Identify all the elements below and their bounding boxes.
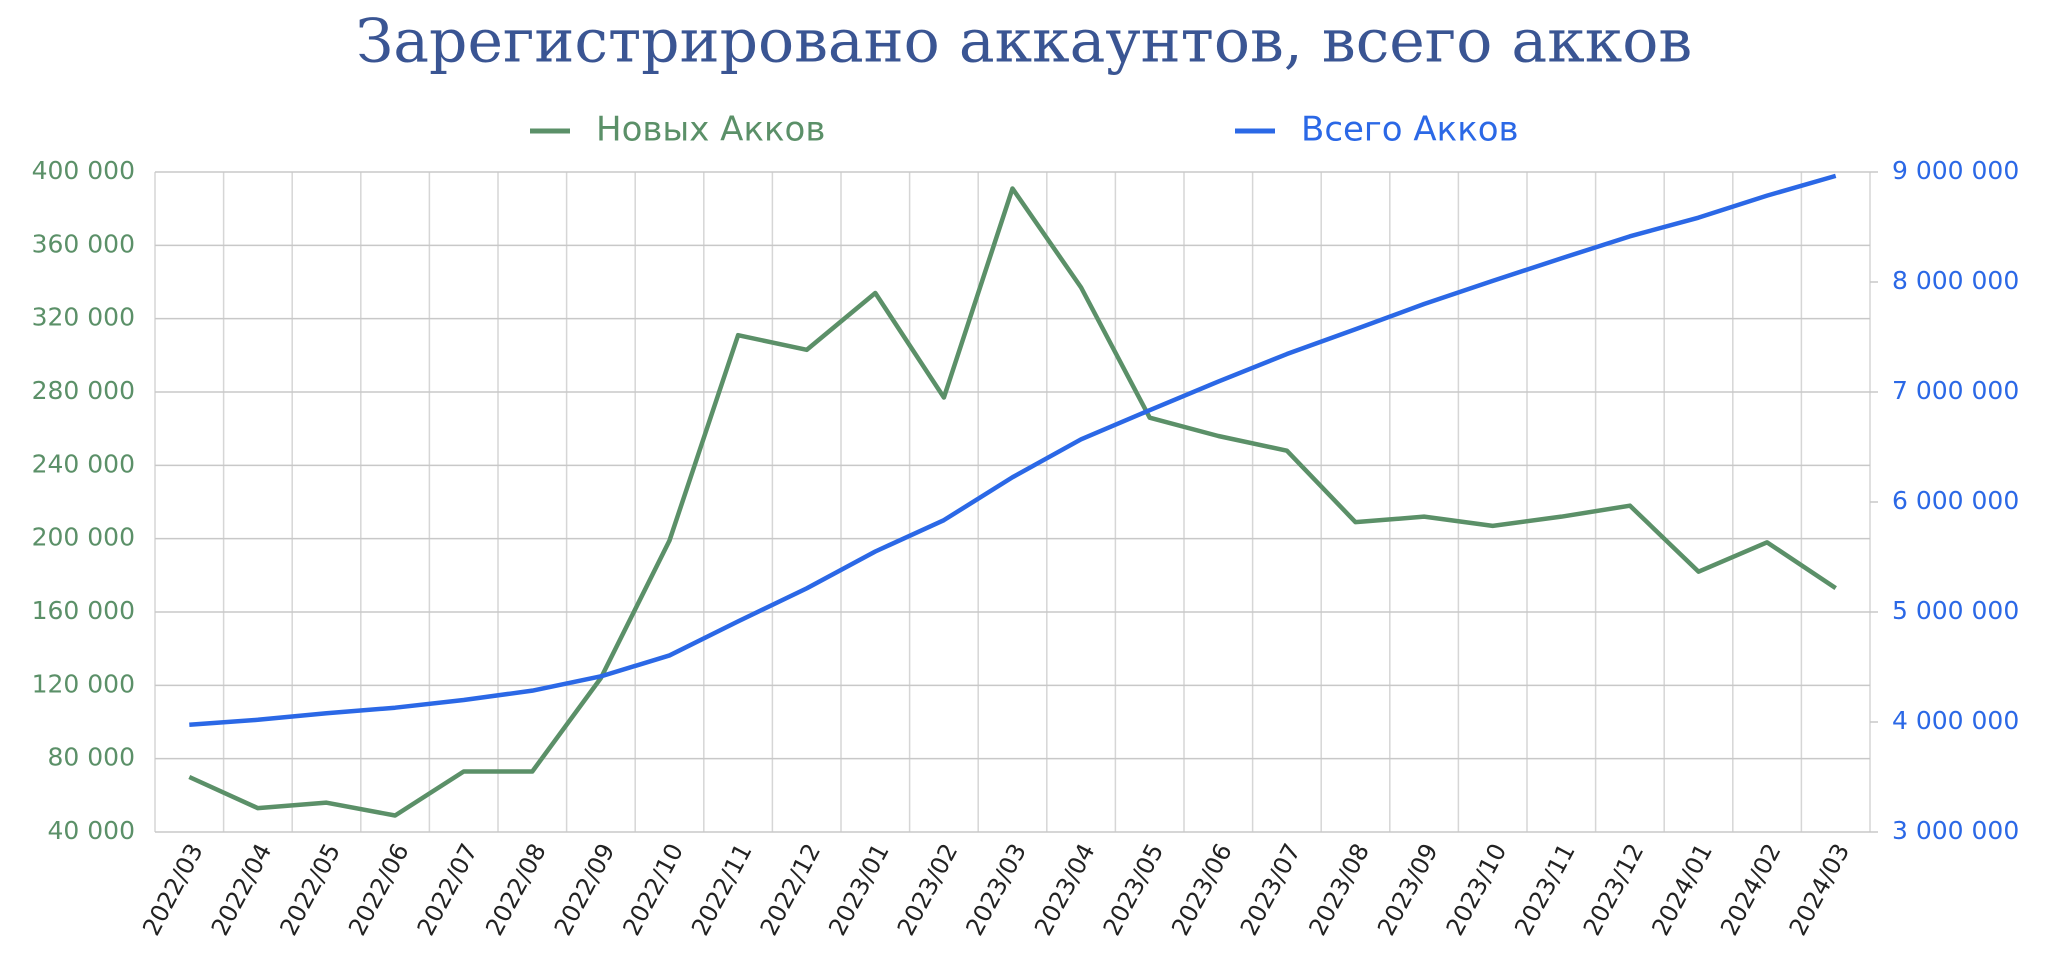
y-tick-label: 80 000	[48, 743, 135, 772]
y-tick-label: 120 000	[32, 669, 135, 698]
y-tick-label: 200 000	[32, 523, 135, 552]
legend-label: Новых Акков	[596, 110, 825, 150]
x-tick-label: 2022/08	[480, 839, 552, 940]
x-tick-label: 2023/02	[892, 839, 964, 940]
chart-title: Зарегистрировано аккаунтов, всего акков	[356, 7, 1692, 77]
y-tick-label: 40 000	[48, 816, 135, 845]
x-tick-label: 2022/09	[549, 839, 621, 940]
x-tick-label: 2023/12	[1578, 839, 1650, 940]
y2-tick-label: 9 000 000	[1892, 156, 2019, 185]
x-tick-label: 2023/11	[1509, 839, 1581, 940]
x-tick-label: 2022/11	[686, 839, 758, 940]
x-tick-label: 2023/03	[960, 839, 1032, 940]
x-tick-label: 2023/09	[1372, 839, 1444, 940]
y-tick-label: 280 000	[32, 376, 135, 405]
x-tick-label: 2024/02	[1715, 839, 1787, 940]
x-tick-label: 2023/08	[1303, 839, 1375, 940]
y2-tick-label: 7 000 000	[1892, 376, 2019, 405]
y-tick-label: 240 000	[32, 449, 135, 478]
y-tick-label: 360 000	[32, 229, 135, 258]
x-tick-label: 2024/01	[1646, 839, 1718, 940]
y2-tick-label: 8 000 000	[1892, 266, 2019, 295]
x-tick-label: 2022/06	[343, 839, 415, 940]
y-tick-label: 400 000	[32, 156, 135, 185]
x-tick-label: 2022/10	[617, 839, 689, 940]
y2-tick-label: 6 000 000	[1892, 486, 2019, 515]
series-line	[189, 173, 1837, 727]
x-tick-label: 2023/01	[823, 839, 895, 940]
x-tick-label: 2023/10	[1441, 839, 1513, 940]
x-tick-label: 2023/07	[1235, 839, 1307, 940]
x-tick-label: 2023/06	[1166, 839, 1238, 940]
y2-tick-label: 3 000 000	[1892, 816, 2019, 845]
x-tick-label: 2023/05	[1098, 839, 1170, 940]
y2-tick-label: 4 000 000	[1892, 706, 2019, 735]
y-tick-label: 160 000	[32, 596, 135, 625]
x-tick-label: 2022/07	[412, 839, 484, 940]
y-tick-label: 320 000	[32, 303, 135, 332]
legend-label: Всего Акков	[1301, 110, 1519, 150]
x-tick-label: 2022/04	[206, 839, 278, 940]
x-tick-label: 2022/05	[274, 839, 346, 940]
series-line	[188, 186, 1837, 818]
x-tick-label: 2022/12	[755, 839, 827, 940]
x-tick-label: 2022/03	[137, 839, 209, 940]
x-tick-label: 2024/03	[1784, 839, 1856, 940]
y2-tick-label: 5 000 000	[1892, 596, 2019, 625]
x-tick-label: 2023/04	[1029, 839, 1101, 940]
